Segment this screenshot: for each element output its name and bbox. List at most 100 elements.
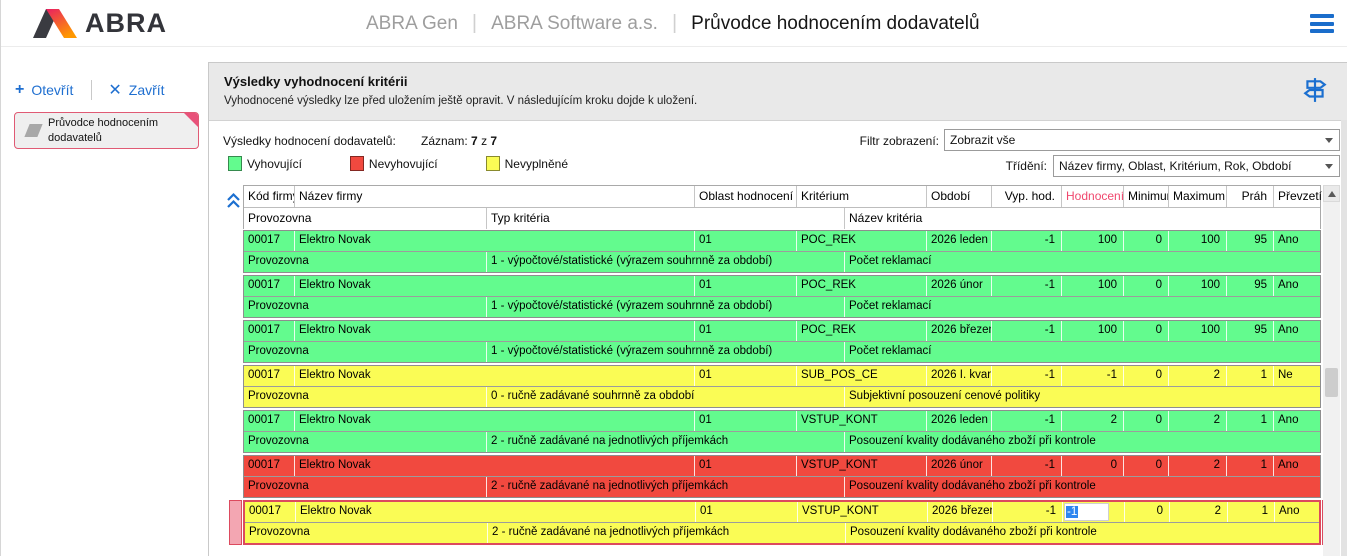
cell-kod: 00017 <box>244 411 295 431</box>
col-obdobi[interactable]: Období <box>927 186 992 207</box>
tab-corner-marker <box>183 113 198 128</box>
sort-label: Třídění: <box>1005 159 1047 173</box>
cell-maximum: 100 <box>1169 276 1227 296</box>
cell-minimum: 0 <box>1124 276 1169 296</box>
sidebar-actions: + Otevřít ✕ Zavřít <box>15 80 199 100</box>
cell-nazev-kriteria: Počet reklamací <box>849 300 932 312</box>
col-prah[interactable]: Práh <box>1227 186 1274 207</box>
cell-prah: 95 <box>1227 276 1274 296</box>
sidebar-item-pruvodce[interactable]: Průvodce hodnocením dodavatelů <box>14 112 199 149</box>
cell-maximum: 2 <box>1169 366 1227 386</box>
cell-typ-kriteria: 2 - ručně zadávané na jednotlivých příje… <box>487 432 845 452</box>
col-nazev-firmy[interactable]: Název firmy <box>295 186 695 207</box>
legend-swatch <box>485 156 500 171</box>
cell-kod: 00017 <box>244 321 295 341</box>
cell-vyp_hod: -1 <box>992 411 1062 431</box>
cell-oblast: 01 <box>695 411 797 431</box>
cell-provozovna: Provozovna <box>244 432 487 452</box>
legend-label: Nevyhovující <box>368 156 438 171</box>
cell-typ-kriteria: 1 - výpočtové/statistické (výrazem souhr… <box>487 342 845 362</box>
cell-kod: 00017 <box>244 276 295 296</box>
abra-logo: ABRA <box>31 7 167 39</box>
col-prevzeti[interactable]: Převzetí <box>1278 189 1322 203</box>
col-hodnoceni[interactable]: Hodnocení <box>1062 186 1124 207</box>
table-body: 00017 Elektro Novak 01 POC_REK 2026 leden -1 1… <box>229 230 1335 545</box>
table-row[interactable]: 00017 Elektro Novak 01 VSTUP_KONT 2026 leden… <box>243 410 1321 453</box>
cell-hodnoceni: 100 <box>1062 276 1124 296</box>
cell-kriterium: VSTUP_KONT <box>797 456 927 476</box>
cell-prevzeti: Ano <box>1278 324 1299 336</box>
cell-prah: 1 <box>1227 366 1274 386</box>
sort-value: Název firmy, Oblast, Kritérium, Rok, Obd… <box>1059 159 1292 173</box>
col-minimum[interactable]: Minimum <box>1124 186 1169 207</box>
cell-prah: 95 <box>1227 321 1274 341</box>
filter-dropdown[interactable]: Zobrazit vše <box>944 129 1340 151</box>
col-provozovna[interactable]: Provozovna <box>244 208 487 229</box>
cell-hodnoceni: 0 <box>1062 456 1124 476</box>
hamburger-menu-icon[interactable] <box>1310 14 1334 33</box>
separator: | <box>671 12 678 34</box>
open-button[interactable]: + Otevřít <box>15 81 73 99</box>
sort-dropdown[interactable]: Název firmy, Oblast, Kritérium, Rok, Obd… <box>1053 155 1340 177</box>
col-nazev-kriteria[interactable]: Název kritéria <box>849 211 923 225</box>
scroll-up-icon[interactable] <box>1323 185 1340 202</box>
col-vyp-hod[interactable]: Vyp. hod. <box>992 186 1062 207</box>
record-total: 7 <box>490 134 498 148</box>
page-title: Průvodce hodnocením dodavatelů <box>691 12 980 34</box>
cell-nazev: Elektro Novak <box>295 411 695 431</box>
table-row[interactable]: 00017 Elektro Novak 01 POC_REK 2026 březen -1… <box>243 320 1321 363</box>
cell-maximum: 100 <box>1169 321 1227 341</box>
cell-vyp_hod: -1 <box>992 321 1062 341</box>
selected-row-handle-left[interactable] <box>229 500 242 545</box>
cell-provozovna: Provozovna <box>244 252 487 272</box>
filter-value: Zobrazit vše <box>950 133 1016 147</box>
collapse-rows-icon[interactable] <box>226 192 241 214</box>
company-name: ABRA Software a.s. <box>491 12 658 34</box>
cell-minimum: 0 <box>1125 502 1170 522</box>
legend-label: Vyhovující <box>247 156 302 171</box>
table-row[interactable]: 00017 Elektro Novak 01 VSTUP_KONT 2026 únor -… <box>243 455 1321 498</box>
cell-obdobi: 2026 leden <box>927 411 992 431</box>
table-row[interactable]: 00017 Elektro Novak 01 POC_REK 2026 únor -1 10… <box>243 275 1321 318</box>
table-row[interactable]: 00017 Elektro Novak 01 POC_REK 2026 leden -1 1… <box>243 230 1321 273</box>
cell-prah: 1 <box>1228 502 1275 522</box>
close-button-label: Zavřít <box>128 82 165 98</box>
table-row[interactable]: 00017 Elektro Novak 01 SUB_POS_CE 2026 I. kv… <box>243 365 1321 408</box>
hodnoceni-edit-input[interactable]: -1 <box>1064 503 1109 521</box>
cell-oblast: 01 <box>695 366 797 386</box>
cell-prevzeti: Ano <box>1279 505 1300 517</box>
cell-nazev: Elektro Novak <box>295 231 695 251</box>
cell-provozovna: Provozovna <box>244 477 487 497</box>
close-button[interactable]: ✕ Zavřít <box>108 80 164 100</box>
cell-vyp_hod: -1 <box>992 231 1062 251</box>
cell-provozovna: Provozovna <box>244 342 487 362</box>
cell-kod: 00017 <box>244 456 295 476</box>
cell-kod: 00017 <box>245 502 296 522</box>
col-maximum[interactable]: Maximum <box>1169 186 1227 207</box>
cell-nazev: Elektro Novak <box>295 276 695 296</box>
cell-prevzeti: Ano <box>1278 279 1299 291</box>
cell-kod: 00017 <box>244 366 295 386</box>
cell-minimum: 0 <box>1124 231 1169 251</box>
cell-nazev-kriteria: Posouzení kvality dodávaného zboží při k… <box>850 526 1097 538</box>
signpost-wizard-icon[interactable] <box>1302 77 1328 108</box>
cell-typ-kriteria: 2 - ručně zadávané na jednotlivých příje… <box>488 523 846 543</box>
vertical-scrollbar[interactable] <box>1323 185 1340 556</box>
cell-hodnoceni: 2 <box>1062 411 1124 431</box>
scrollbar-thumb[interactable] <box>1325 368 1338 397</box>
col-oblast[interactable]: Oblast hodnocení <box>695 186 797 207</box>
cell-kriterium: SUB_POS_CE <box>797 366 927 386</box>
cell-kriterium: POC_REK <box>797 321 927 341</box>
cell-nazev: Elektro Novak <box>295 456 695 476</box>
col-kriterium[interactable]: Kritérium <box>797 186 927 207</box>
cell-provozovna: Provozovna <box>244 387 487 407</box>
col-typ-kriteria[interactable]: Typ kritéria <box>487 208 845 229</box>
table-row[interactable]: 00017 Elektro Novak 01 VSTUP_KONT 2026 březe… <box>229 500 1335 545</box>
cell-nazev-kriteria: Subjektivní posouzení cenové politiky <box>849 390 1041 402</box>
col-kod-firmy[interactable]: Kód firmy <box>244 186 295 207</box>
cell-minimum: 0 <box>1124 456 1169 476</box>
plus-icon: + <box>15 81 25 98</box>
legend-label: Nevyplněné <box>504 156 568 171</box>
step-title: Výsledky vyhodnocení kritérii <box>224 74 408 89</box>
cell-provozovna: Provozovna <box>245 523 488 543</box>
